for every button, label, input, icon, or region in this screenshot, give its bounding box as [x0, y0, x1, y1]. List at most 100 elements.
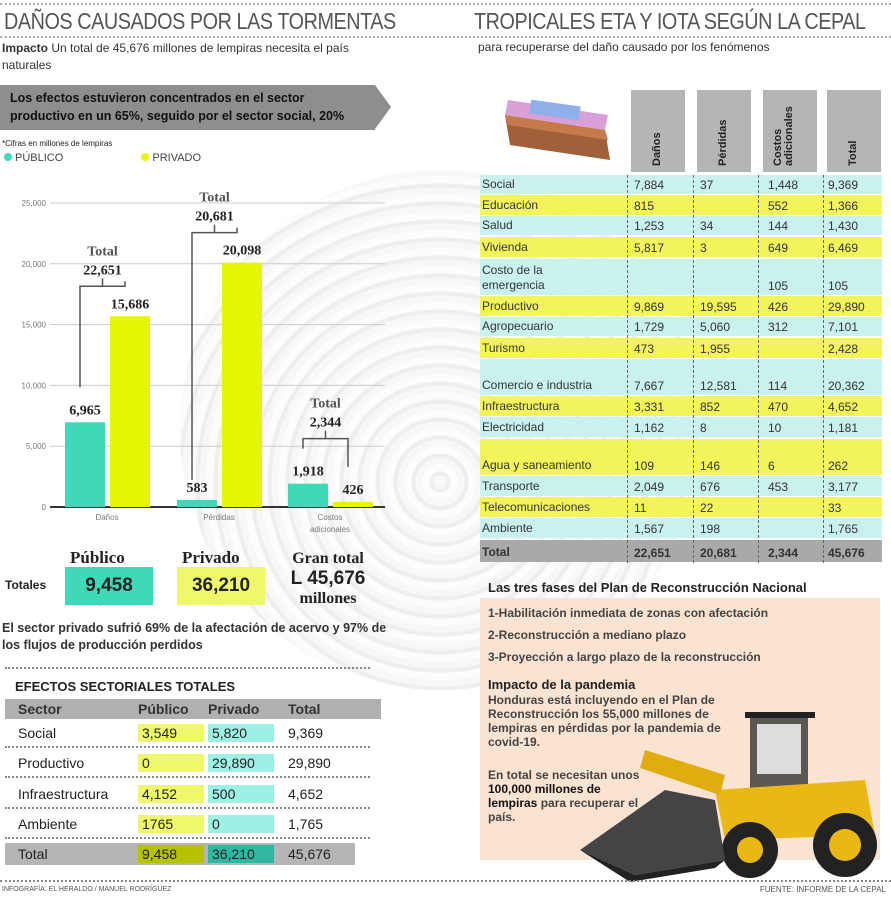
cepal-cell: 1,729 — [634, 320, 665, 334]
divider — [5, 746, 370, 748]
divider — [5, 807, 370, 809]
y-tick-label: 25,000 — [22, 199, 47, 208]
col-header-perdidas: Pérdidas — [697, 90, 751, 172]
cepal-cell: 146 — [700, 459, 721, 473]
column-divider — [627, 175, 628, 563]
cepal-cell: 3,331 — [634, 400, 665, 414]
x-category-label: Pérdidas — [203, 513, 235, 522]
cepal-cell: 19,595 — [700, 300, 737, 314]
cepal-cell: 114 — [768, 379, 788, 393]
cepal-row: Infraestructura 3,331 852 470 4,652 — [480, 396, 882, 416]
cepal-cell: 3,177 — [828, 480, 859, 494]
cepal-row: Agua y saneamiento 109 146 6 262 — [480, 439, 882, 475]
summary-banner: Los efectos estuvieron concentrados en e… — [0, 85, 391, 130]
cepal-row: Total 22,651 20,681 2,344 45,676 — [480, 540, 882, 562]
title-left: DAÑOS CAUSADOS POR LAS TORMENTAS — [4, 8, 396, 34]
totales-publico-value: 9,458 — [65, 567, 153, 605]
fase-item: 3-Proyección a largo plazo de la reconst… — [488, 650, 761, 664]
cepal-sector: Ambiente — [482, 521, 533, 535]
cepal-cell: 2,344 — [768, 546, 799, 560]
bar-publico — [65, 422, 105, 507]
cepal-cell: 6,469 — [828, 241, 859, 255]
total-text-b: para recuperar el país. — [488, 796, 639, 824]
total-bracket — [302, 430, 349, 467]
units-note: *Cifras en millones de lempiras — [2, 139, 113, 148]
cepal-sector: Agropecuario — [482, 319, 554, 333]
col-label: Daños — [651, 132, 663, 166]
intro-bold: Impacto — [2, 41, 49, 55]
efectos-cell: Social — [18, 725, 57, 741]
cepal-cell: 815 — [634, 199, 655, 213]
intro-left2: naturales — [2, 58, 52, 72]
legend-privado: PRIVADO — [152, 152, 202, 164]
cepal-cell: 426 — [768, 300, 789, 314]
cepal-cell: 7,667 — [634, 379, 665, 393]
pandemia-title: Impacto de la pandemia — [488, 677, 636, 692]
total-value: 2,344 — [310, 416, 342, 431]
cepal-cell: 2,428 — [828, 342, 859, 356]
cepal-cell: 5,060 — [700, 320, 731, 334]
y-tick-label: 15,000 — [22, 321, 47, 330]
gran-total-value: L 45,676 — [290, 568, 366, 589]
efectos-header-bg — [5, 699, 381, 719]
cepal-cell: 1,366 — [828, 199, 859, 213]
cepal-cell: 852 — [700, 400, 721, 414]
total-bracket — [79, 278, 126, 388]
cepal-cell: 262 — [828, 459, 849, 473]
bar-value-label: 583 — [187, 481, 208, 496]
cepal-sector: Turismo — [482, 341, 525, 355]
cepal-cell: 1,430 — [828, 219, 859, 233]
cepal-cell: 5,817 — [634, 241, 665, 255]
cepal-sector: Comercio e industria — [482, 378, 593, 392]
cepal-cell: 676 — [700, 480, 721, 494]
col-header-total: Total — [827, 90, 881, 172]
bar-publico — [288, 483, 328, 507]
col-header-danos: Daños — [631, 90, 685, 172]
intro-text: Impacto Un total de 45,676 millones de l… — [2, 40, 462, 74]
column-divider — [823, 175, 824, 563]
fase-item: 1-Habilitación inmediata de zonas con af… — [488, 606, 769, 620]
cepal-sector: Social — [482, 177, 515, 191]
cepal-row: Telecomunicaciones 11 22 33 — [480, 497, 882, 517]
legend-privado-swatch — [141, 153, 150, 161]
cepal-cell: 1,567 — [634, 522, 665, 536]
private-note: El sector privado sufrió 69% de la afect… — [2, 621, 387, 652]
divider — [5, 776, 370, 778]
cepal-row: Salud 1,253 34 144 1,430 — [480, 216, 882, 235]
cepal-cell: 1,162 — [634, 421, 665, 435]
cepal-sector: Costo de la emergencia — [482, 263, 545, 292]
cepal-cell: 105 — [828, 279, 849, 293]
cepal-row: Educación 815 552 1,366 — [480, 195, 882, 215]
x-category-label: adicionales — [310, 525, 350, 534]
intro-right: para recuperarse del daño causado por lo… — [478, 40, 770, 54]
header-publico: Público — [138, 701, 189, 717]
efectos-row: Social 3,549 5,820 9,369 — [8, 723, 378, 743]
bar-privado — [110, 316, 150, 507]
total-text-bold: 100,000 millones de lempiras — [488, 782, 601, 810]
cepal-cell: 1,765 — [828, 522, 859, 536]
total-label: Total — [310, 397, 341, 412]
pandemia-total: En total se necesitan unos 100,000 millo… — [488, 768, 648, 824]
divider — [0, 880, 891, 882]
divider — [5, 837, 370, 839]
efectos-row: Productivo 0 29,890 29,890 — [8, 753, 378, 773]
cepal-cell: 1,181 — [828, 421, 859, 435]
efectos-cell: 4,652 — [288, 786, 324, 802]
cepal-cell: 45,676 — [828, 546, 865, 560]
col-label: Total — [847, 140, 859, 166]
cepal-row: Electricidad 1,162 8 10 1,181 — [480, 417, 882, 437]
efectos-header: Sector Público Privado Total — [8, 699, 378, 719]
efectos-cell: 9,458 — [138, 845, 204, 863]
column-divider — [758, 175, 759, 563]
cepal-cell: 2,049 — [634, 480, 665, 494]
legend-publico: PÚBLICO — [15, 152, 64, 164]
header-privado: Privado — [208, 701, 260, 717]
cepal-sector: Productivo — [482, 299, 539, 313]
cepal-cell: 9,369 — [828, 178, 859, 192]
header-sector: Sector — [18, 701, 62, 717]
efectos-cell: 36,210 — [208, 845, 274, 863]
cepal-cell: 8 — [700, 421, 707, 435]
cepal-cell: 37 — [700, 178, 714, 192]
cepal-cell: 198 — [700, 522, 721, 536]
efectos-cell: 500 — [208, 785, 274, 803]
